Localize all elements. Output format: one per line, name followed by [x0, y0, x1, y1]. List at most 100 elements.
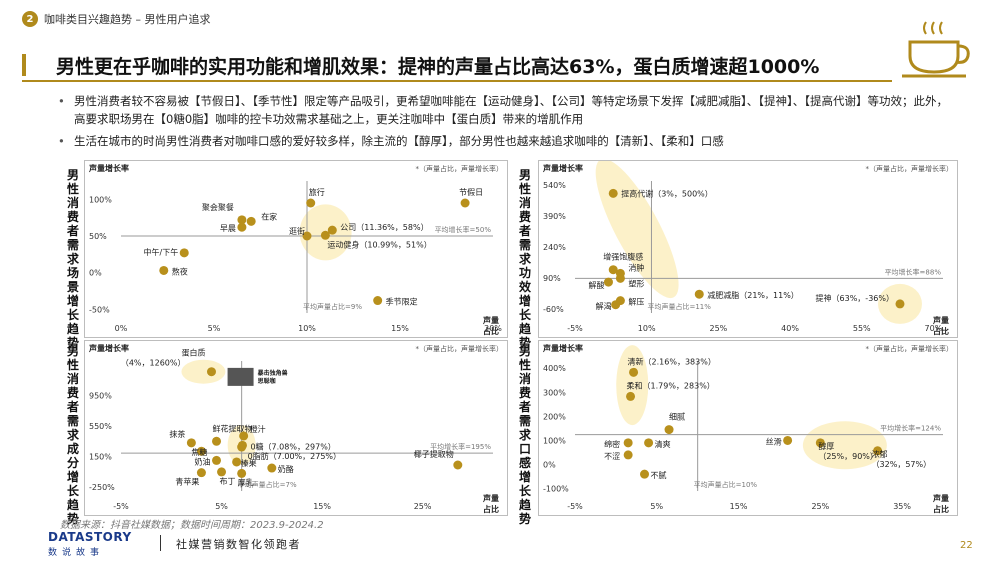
taste-scatter-chart: 平均增长率=124% 平均声量占比=10% 声量增长率 *（声量占比，声量增长率） 声量…: [542, 343, 954, 514]
scene-scatter-chart: 平均增长率=50% 平均声量占比=9% 声量增长率 *（声量占比，声量增长率） 声量占比…: [88, 163, 504, 336]
page-title: 男性更在乎咖啡的实用功能和增肌效果：提神的声量占比高达63%，蛋白质增速超100…: [56, 56, 820, 78]
y-axis-title: 声量增长率: [542, 343, 583, 353]
point-label: 厚乳: [238, 477, 254, 487]
point-label: 增强饱腹感: [603, 252, 643, 262]
x-axis-title: 占比: [933, 326, 949, 336]
data-point: [237, 442, 247, 452]
product-caption: 暴击独角兽: [257, 369, 288, 377]
data-point: [895, 299, 905, 309]
data-point: [196, 446, 206, 456]
section-number: 2: [22, 11, 38, 27]
x-tick-label: 70%: [925, 324, 943, 333]
point-label: 提高代谢（3%，500%）: [621, 188, 713, 198]
product-caption: 思聪咖: [258, 377, 276, 385]
bullet-item: 男性消费者较不容易被【节假日】、【季节性】限定等产品吸引，更希望咖啡能在【运动健…: [58, 92, 958, 128]
avg-share-label: 平均声量占比=9%: [303, 302, 362, 311]
point-label: 塑形: [628, 279, 644, 288]
point-label: 抹茶: [169, 429, 185, 439]
y-tick-label: 0%: [543, 461, 556, 470]
data-point: [212, 436, 222, 446]
y-axis-title: 声量增长率: [88, 163, 129, 173]
data-point: [217, 467, 227, 477]
x-axis-title: 占比: [483, 504, 499, 514]
data-point: [460, 198, 470, 208]
point-label: 聚会聚餐: [202, 202, 234, 212]
data-point: [623, 438, 633, 448]
y-tick-label: -100%: [543, 485, 569, 494]
bullet-list: 男性消费者较不容易被【节假日】、【季节性】限定等产品吸引，更希望咖啡能在【运动健…: [58, 92, 958, 154]
legend-note: *（声量占比，声量增长率）: [866, 344, 954, 353]
x-tick-label: 15%: [313, 502, 331, 511]
datastory-logo-sub: 数说故事: [48, 548, 105, 558]
avg-share-label: 平均声量占比=11%: [647, 302, 711, 311]
y-tick-label: 400%: [543, 364, 566, 373]
point-label: 消肿: [628, 262, 644, 272]
point-label: 旅行: [309, 187, 325, 197]
point-label: 解酸: [588, 280, 604, 290]
data-point: [237, 468, 247, 478]
point-label: 奶酪: [278, 464, 294, 474]
data-point: [644, 438, 654, 448]
y-tick-label: 100%: [89, 195, 112, 204]
data-point: [873, 446, 883, 456]
point-label: 早晨: [220, 224, 236, 233]
point-label: 绵密: [604, 439, 620, 449]
point-label: 0脂肪（7.00%，275%）: [248, 451, 341, 461]
point-label: 提神（63%，-36%）: [816, 293, 894, 303]
highlight-area: [616, 345, 649, 426]
breadcrumb: 咖啡类目兴趣趋势 – 男性用户追求: [44, 13, 211, 26]
x-tick-label: 5%: [650, 502, 663, 511]
point-label: 柔和（1.79%，283%）: [627, 380, 715, 390]
y-axis-title: 声量增长率: [88, 343, 129, 353]
point-label: 橙汁: [250, 424, 266, 434]
y-tick-label: 240%: [543, 243, 566, 252]
chart-side-label: 男性消费者需求场景增长趋势: [66, 168, 79, 350]
point-label: 解渴: [596, 301, 612, 311]
data-point: [186, 438, 196, 448]
y-tick-label: -250%: [89, 483, 115, 492]
data-point: [615, 273, 625, 283]
point-label: 鲜花提取物: [213, 423, 253, 433]
legend-note: *（声量占比，声量增长率）: [416, 344, 504, 353]
y-tick-label: 0%: [89, 269, 102, 278]
product-photo: [227, 367, 254, 386]
data-point: [783, 435, 793, 445]
x-tick-label: 15%: [391, 324, 409, 333]
x-tick-label: 25%: [709, 324, 727, 333]
data-point: [623, 450, 633, 460]
point-label: 节假日: [459, 188, 483, 197]
data-point: [237, 215, 247, 225]
point-label: 丝滑: [766, 436, 782, 446]
chart-function: 平均增长率=88% 平均声量占比=11% 声量增长率 *（声量占比，声量增长率） 声量占…: [538, 160, 958, 338]
data-point: [302, 231, 312, 241]
data-point: [320, 230, 330, 240]
y-tick-label: 540%: [543, 181, 566, 190]
data-point: [664, 425, 674, 435]
point-label: 清爽: [655, 439, 671, 449]
avg-growth-label: 平均增长率=50%: [435, 225, 492, 234]
highlight-area: [802, 421, 887, 470]
data-point: [267, 463, 277, 473]
avg-share-label: 平均声量占比=10%: [694, 480, 758, 489]
data-point: [608, 188, 618, 198]
point-label: 季节限定: [386, 297, 418, 307]
data-point: [373, 296, 383, 306]
point-label: 运动健身（10.99%，51%）: [327, 239, 431, 249]
x-tick-label: 5%: [215, 502, 228, 511]
legend-note: *（声量占比，声量增长率）: [416, 164, 504, 173]
point-label: 0糖（7.08%，297%）: [250, 441, 335, 451]
datastory-logo: DATASTORY: [48, 530, 132, 544]
x-tick-label: -5%: [113, 502, 129, 511]
x-tick-label: 25%: [414, 502, 432, 511]
point-label: 熬夜: [172, 266, 188, 276]
data-point: [626, 391, 636, 401]
point-label: 细腻: [669, 412, 685, 422]
data-source-note: 数据来源：抖音社媒数据；数据时间周期：2023.9-2024.2: [60, 520, 324, 531]
avg-growth-label: 平均增长率=88%: [885, 267, 942, 276]
avg-growth-label: 平均增长率=195%: [430, 442, 491, 451]
x-tick-label: 5%: [208, 324, 221, 333]
data-point: [615, 296, 625, 306]
y-tick-label: 300%: [543, 388, 566, 397]
footer-slogan: 社媒营销数智化领跑者: [176, 538, 301, 551]
coffee-cup-icon: [902, 21, 970, 78]
